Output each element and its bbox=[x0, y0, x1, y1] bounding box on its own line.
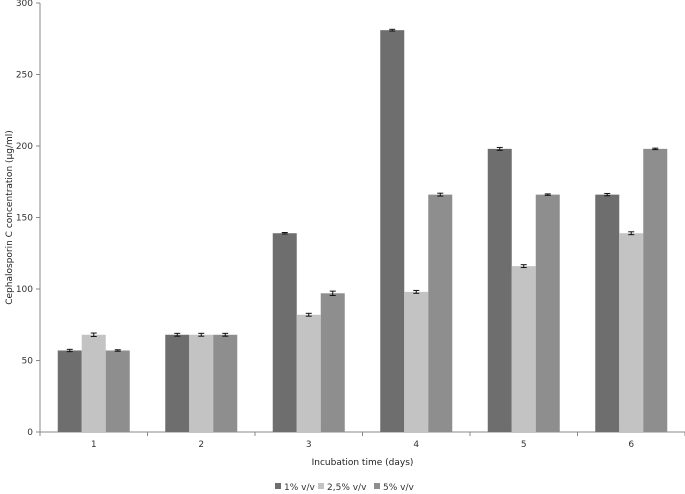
bar bbox=[619, 233, 644, 432]
y-tick-label: 300 bbox=[16, 0, 33, 9]
x-tick-label: 5 bbox=[521, 440, 527, 450]
legend-swatch bbox=[275, 483, 281, 489]
bar bbox=[165, 334, 190, 432]
bar bbox=[296, 314, 321, 432]
bar bbox=[643, 148, 668, 433]
y-tick-label: 250 bbox=[16, 71, 33, 81]
bar bbox=[380, 30, 405, 432]
legend-label: 1% v/v bbox=[284, 483, 315, 493]
x-tick-label: 1 bbox=[91, 440, 97, 450]
legend-swatch bbox=[318, 483, 324, 489]
bar bbox=[428, 194, 453, 432]
bar bbox=[487, 148, 512, 433]
legend-label: 2,5% v/v bbox=[327, 483, 367, 493]
x-axis: 1 2 3 4 5 6 bbox=[39, 431, 685, 450]
bar bbox=[81, 334, 106, 432]
bar bbox=[320, 293, 345, 432]
bar bbox=[404, 291, 429, 432]
y-tick-label: 200 bbox=[16, 142, 33, 152]
bar bbox=[213, 334, 238, 432]
x-tick-label: 4 bbox=[413, 440, 419, 450]
y-axis-title: Cephalosporin C concentration (µg/ml) bbox=[5, 130, 15, 305]
x-tick-label: 2 bbox=[198, 440, 204, 450]
y-tick-label: 100 bbox=[16, 285, 33, 295]
bar bbox=[189, 334, 214, 432]
y-tick-label: 50 bbox=[22, 357, 34, 367]
bar bbox=[595, 194, 620, 432]
legend-swatch bbox=[374, 483, 380, 489]
bar bbox=[511, 266, 536, 432]
x-tick-label: 6 bbox=[628, 440, 634, 450]
x-axis-title: Incubation time (days) bbox=[312, 458, 414, 468]
bar bbox=[272, 233, 297, 432]
legend-label: 5% v/v bbox=[383, 483, 414, 493]
bar bbox=[105, 350, 130, 432]
y-tick-label: 150 bbox=[16, 214, 33, 224]
bar bbox=[57, 350, 82, 432]
x-tick-label: 3 bbox=[306, 440, 312, 450]
y-tick-label: 0 bbox=[27, 428, 33, 438]
legend: 1% v/v 2,5% v/v 5% v/v bbox=[275, 483, 414, 493]
y-axis: 0 50 100 150 200 250 300 bbox=[16, 0, 41, 438]
bars bbox=[57, 28, 668, 433]
bar bbox=[535, 194, 560, 432]
